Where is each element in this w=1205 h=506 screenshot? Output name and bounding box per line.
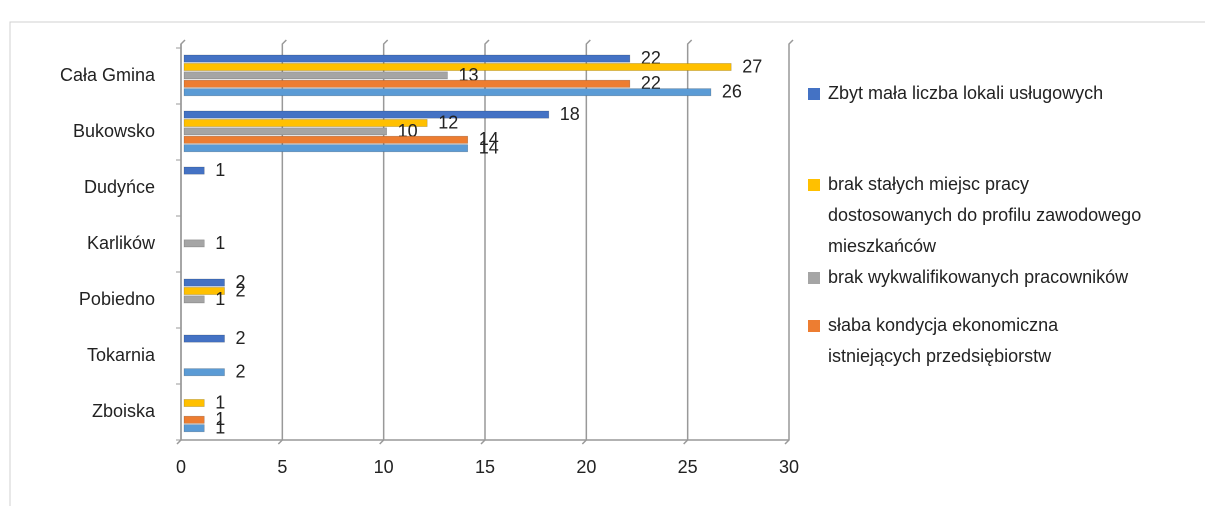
y-tick-label: Karlików (87, 233, 156, 253)
data-label: 14 (479, 138, 499, 158)
legend-swatch (808, 272, 820, 284)
data-label: 1 (215, 409, 225, 429)
grid-line (176, 39, 186, 445)
legend-swatch (808, 179, 820, 191)
y-tick-label: Bukowsko (73, 121, 155, 141)
bar (183, 334, 225, 343)
legend-entry: Zbyt mała liczba lokali usługowych (808, 78, 1148, 109)
grid-line (379, 39, 389, 445)
x-tick-label: 25 (678, 457, 698, 477)
data-label: 2 (236, 328, 246, 348)
data-label: 22 (641, 48, 661, 68)
legend-label: brak stałych miejsc pracy dostosowanych … (828, 174, 1142, 256)
x-tick-label: 5 (277, 457, 287, 477)
data-label: 13 (458, 65, 478, 85)
bar (183, 144, 469, 153)
bar (183, 239, 205, 248)
data-label: 27 (742, 56, 762, 76)
data-label: 2 (236, 280, 246, 300)
x-tick-label: 15 (475, 457, 495, 477)
legend-entry: brak stałych miejsc pracy dostosowanych … (808, 169, 1148, 262)
frame (9, 21, 1205, 506)
grid-line (277, 39, 287, 445)
legend-label: brak wykwalifikowanych pracowników (828, 267, 1129, 287)
bar (183, 127, 387, 136)
bar (183, 135, 469, 144)
legend-entry: brak wykwalifikowanych pracowników (808, 262, 1148, 293)
data-label: 2 (236, 362, 246, 382)
bar (183, 415, 205, 424)
data-label: 18 (560, 104, 580, 124)
bar (183, 119, 428, 127)
x-tick-label: 20 (576, 457, 596, 477)
bar (183, 368, 225, 377)
grid-line (784, 39, 794, 445)
bar (183, 54, 631, 63)
legend-entry: słaba kondycja ekonomiczna istniejących … (808, 310, 1148, 372)
grid-line (581, 39, 591, 445)
x-tick-label: 10 (374, 457, 394, 477)
bar (183, 278, 225, 287)
bar (183, 295, 205, 304)
bar (183, 63, 732, 71)
data-label: 1 (215, 392, 225, 412)
y-tick-label: Dudyńce (84, 177, 155, 197)
data-label: 22 (641, 73, 661, 93)
bar (183, 110, 550, 119)
y-tick-label: Tokarnia (87, 345, 156, 365)
data-label: 26 (722, 82, 742, 102)
legend-swatch (808, 320, 820, 332)
data-label: 14 (479, 129, 499, 149)
bar (183, 88, 712, 97)
grid-line (683, 39, 693, 445)
bar (183, 79, 631, 88)
data-label: 1 (215, 160, 225, 180)
legend-label: Zbyt mała liczba lokali usługowych (828, 83, 1104, 103)
legend-swatch (808, 88, 820, 100)
bar (183, 71, 448, 80)
bar (183, 287, 225, 295)
legend: Zbyt mała liczba lokali usługowych brak s… (808, 78, 1148, 372)
bar (183, 424, 205, 433)
data-label: 12 (438, 112, 458, 132)
x-tick-label: 30 (779, 457, 799, 477)
bar (183, 399, 205, 407)
data-label: 10 (398, 121, 418, 141)
data-label: 2 (236, 272, 246, 292)
data-label: 1 (215, 418, 225, 438)
y-tick-label: Zboiska (92, 401, 156, 421)
bar (183, 166, 205, 175)
x-tick-label: 0 (176, 457, 186, 477)
data-label: 1 (215, 289, 225, 309)
y-tick-label: Pobiedno (79, 289, 155, 309)
grid-line (480, 39, 490, 445)
legend-label: słaba kondycja ekonomiczna istniejących … (828, 315, 1059, 366)
y-tick-label: Cała Gmina (60, 65, 156, 85)
data-label: 1 (215, 233, 225, 253)
